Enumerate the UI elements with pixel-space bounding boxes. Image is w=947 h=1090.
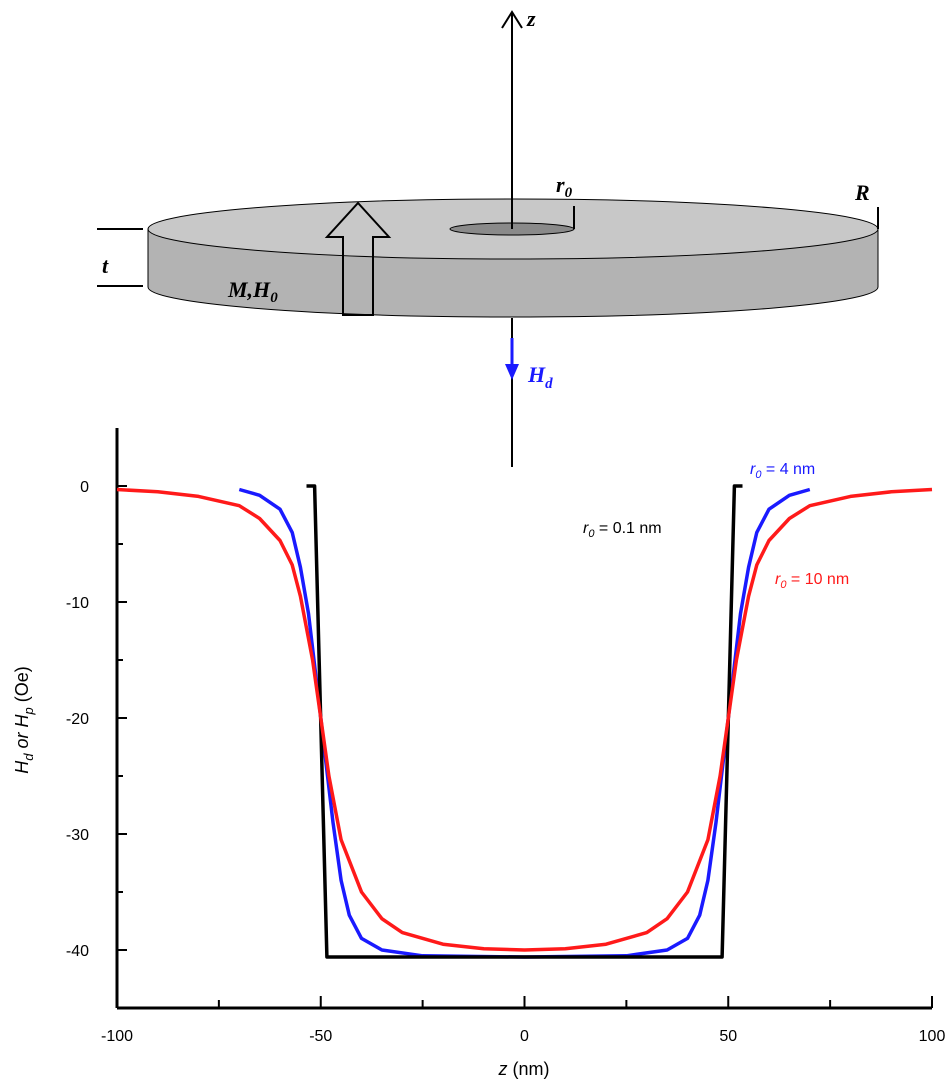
x-label-part: z [498, 1059, 508, 1079]
series-label-part: = 0.1 nm [594, 520, 661, 537]
y-axis-label: Hd or Hp (Oe) [12, 666, 36, 774]
y-label-part: H [12, 760, 32, 774]
series-line [116, 487, 933, 952]
x-tick-label: 100 [919, 1028, 946, 1045]
series-label-part: = 10 nm [786, 571, 849, 588]
y-tick-label: -30 [66, 827, 89, 844]
series-label-part: r [750, 461, 756, 478]
series-label-part: 0 [588, 528, 595, 540]
y-tick-label: -20 [66, 711, 89, 728]
y-label-part: or [12, 728, 32, 754]
x-tick-label: -100 [101, 1028, 133, 1045]
z-arrowhead [501, 10, 523, 29]
series-label: r0 = 0.1 nm [583, 520, 662, 540]
series-label-part: 0 [780, 579, 787, 591]
x-tick-label: -50 [309, 1028, 332, 1045]
R-label: R [854, 180, 870, 205]
series-label-part: 0 [755, 469, 762, 481]
x-tick-label: 50 [719, 1028, 737, 1045]
disk-diagram: z r0 R t M,H0 Hd [97, 6, 879, 467]
y-label-part: p [21, 707, 36, 715]
series-label-part: r [775, 571, 781, 588]
series-label-part: = 4 nm [761, 461, 815, 478]
y-tick-label: -10 [66, 595, 89, 612]
x-tick-label: 0 [520, 1028, 529, 1045]
series-label: r0 = 4 nm [750, 461, 815, 481]
magnetization-arrow [324, 201, 392, 316]
x-label-part: (nm) [508, 1059, 550, 1079]
x-axis-label: z (nm) [498, 1059, 550, 1079]
r0-label: r0 [556, 172, 573, 201]
series-line [306, 484, 743, 959]
y-label-part: H [12, 714, 32, 728]
series-label: r0 = 10 nm [775, 571, 849, 591]
z-label: z [526, 6, 536, 31]
y-label-part: (Oe) [12, 666, 32, 707]
hd-arrowhead [505, 364, 519, 380]
t-label: t [102, 253, 109, 278]
y-label-part: d [21, 753, 36, 761]
y-tick-label: 0 [80, 479, 89, 496]
mh0-label: M,H0 [227, 277, 278, 306]
series-label-part: r [583, 520, 589, 537]
y-tick-label: -40 [66, 943, 89, 960]
plot: 0 -10 -20 -30 -40 -100 -50 0 50 100 z (nm) Hd or Hp… [12, 428, 945, 1079]
hd-label: Hd [527, 362, 553, 392]
